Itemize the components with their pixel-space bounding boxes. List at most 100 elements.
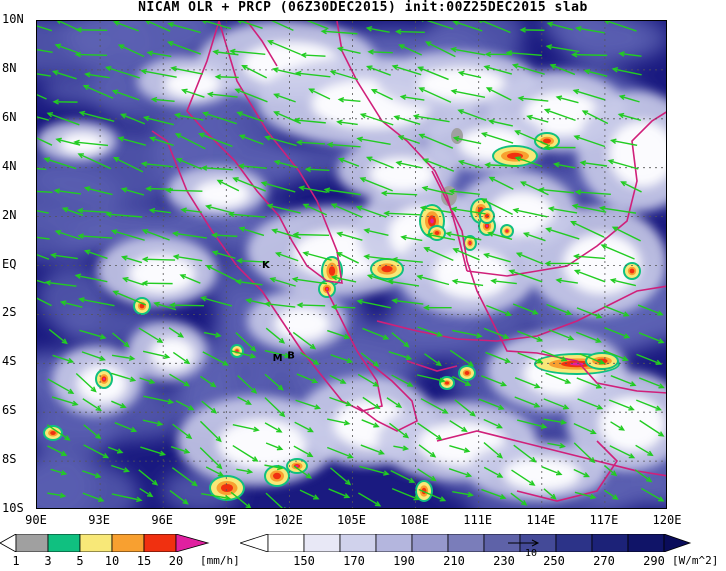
wind-vector [76,207,109,214]
light-precip [451,128,463,144]
wind-vector [236,111,264,123]
wind-vector [198,132,233,148]
wind-vector [140,161,174,168]
wind-vector [291,276,327,285]
wind-vector [484,162,518,168]
wind-vector [114,422,138,433]
wind-vector [546,303,573,316]
wind-vector [37,254,50,260]
wind-vector [175,157,203,170]
wind-vector [47,492,67,499]
wind-vector [514,377,541,389]
wind-vector [175,400,195,411]
wind-vector [264,301,296,308]
wind-vector [457,159,482,169]
wind-vector [302,251,332,261]
wind-vector [383,210,420,217]
precip-cell [415,480,433,502]
wind-vector [142,350,171,360]
colorbar-swatch [555,534,593,552]
wind-vector [418,87,452,103]
wind-vector [363,254,393,261]
wind-vector [445,231,482,241]
wind-vector [510,492,528,506]
precip-cell [500,224,514,238]
precip-cell [492,145,538,167]
wind-vector [211,250,236,259]
wind-vector [358,492,382,507]
wind-vector [335,252,359,264]
wind-vector [610,421,626,431]
wind-vector [416,274,450,286]
wind-vector [84,71,110,79]
wind-vector [571,203,607,213]
wind-vector [237,396,252,405]
wind-vector [391,298,424,305]
wind-vector [112,332,130,348]
colorbar-swatch [303,534,341,552]
wind-vector [79,329,107,340]
wind-vector [271,228,302,239]
wind-vector [640,487,665,502]
wind-vector [337,97,361,103]
wind-vector [543,108,576,122]
wind-vector [483,442,504,459]
wind-vector [449,349,475,367]
wind-vector [608,399,635,411]
coastline [466,111,666,277]
wind-vector [83,186,113,196]
wind-vector [511,63,545,75]
wind-vector [636,399,662,411]
wind-vector [202,351,229,366]
wind-vector [37,297,52,307]
wind-vector [56,21,79,31]
wind-vector [300,351,320,365]
wind-vector [400,234,423,242]
wind-vector [272,67,302,76]
olr-colorbar-label: 250 [543,554,565,568]
longitude-label: 108E [400,513,430,527]
precip-cell [370,258,404,280]
wind-vector [512,303,539,315]
wind-vector [638,377,665,389]
wind-vector [517,419,548,429]
wind-vector [357,373,380,387]
precip-cell [318,280,336,298]
wind-vector [391,64,422,76]
wind-vector [483,418,503,429]
wind-vector [172,423,193,440]
wind-vector [555,277,578,284]
wind-vector [388,351,413,361]
wind-vector [426,232,456,241]
wind-vector [391,487,421,501]
wind-vector [170,66,204,75]
wind-vector [360,352,380,367]
wind-vector [230,491,252,508]
wind-vector [573,134,606,148]
wind-vector [212,49,239,56]
latitude-label: 10N [2,12,24,26]
wind-vector [300,52,326,58]
wind-vector [142,115,175,126]
wind-vector [83,424,102,440]
wind-vector [478,398,505,410]
colorbar-swatch [15,534,49,552]
wind-vector [292,331,317,350]
wind-vector [111,464,130,473]
wind-vector [457,70,482,79]
wind-vector [603,305,630,317]
wind-vector [296,302,326,308]
wind-vector [61,207,84,217]
colorbar-swatch [447,534,485,552]
wind-vector [418,488,447,502]
longitude-label: 117E [589,513,619,527]
wind-vector [77,233,113,239]
wind-vector [149,136,174,147]
wind-vector [200,375,217,388]
wind-vector [171,467,198,487]
wind-vector [604,327,631,339]
wind-vector [180,207,202,214]
wind-vector [82,398,102,412]
wind-vector [37,116,50,121]
wind-vector [200,296,233,307]
